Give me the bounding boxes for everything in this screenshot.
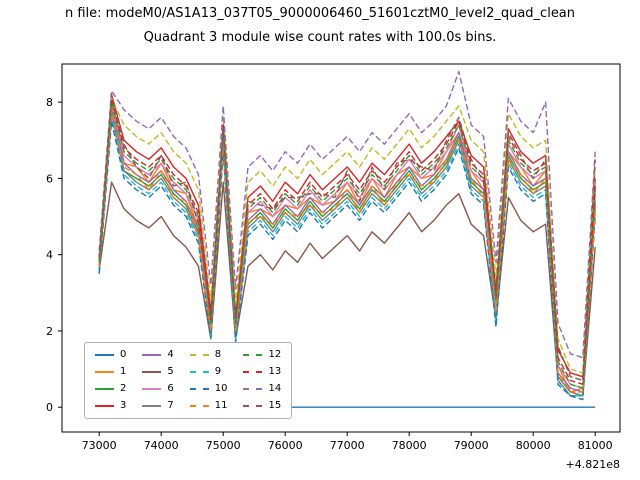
legend-item-3: 3 [95, 400, 126, 412]
legend-item-2: 2 [95, 383, 126, 395]
legend-line-sample [95, 371, 114, 373]
legend-item-7: 7 [142, 400, 174, 412]
legend-label: 12 [268, 349, 282, 360]
legend-item-6: 6 [142, 383, 174, 395]
series-line-14 [98, 70, 596, 359]
series-line-11 [98, 109, 596, 393]
series-line-5 [98, 181, 596, 397]
legend-label: 0 [120, 349, 127, 360]
legend-item-10: 10 [189, 383, 228, 395]
legend-line-sample [189, 371, 209, 373]
x-tick-label: 79000 [454, 439, 489, 452]
x-tick-label: 73000 [82, 439, 117, 452]
series-line-3 [98, 93, 596, 378]
legend-item-0: 0 [95, 349, 126, 361]
legend-item-4: 4 [142, 349, 174, 361]
x-tick-label: 81000 [578, 439, 613, 452]
axes-frame [61, 63, 621, 433]
legend-label: 1 [120, 366, 127, 377]
x-tick-label: 77000 [330, 439, 365, 452]
legend-line-sample [142, 405, 162, 407]
legend-item-12: 12 [243, 349, 281, 361]
legend-label: 10 [214, 383, 228, 394]
legend-label: 2 [120, 383, 127, 394]
legend-label: 14 [268, 383, 282, 394]
x-tick-label: 74000 [144, 439, 179, 452]
legend-label: 11 [214, 400, 228, 411]
legend-line-sample [243, 388, 263, 390]
series-line-2 [98, 109, 596, 397]
legend-line-sample [95, 405, 114, 407]
legend-label: 4 [167, 349, 174, 360]
legend-line-sample [189, 354, 209, 356]
legend-label: 13 [268, 366, 282, 377]
legend-item-13: 13 [243, 366, 281, 378]
x-tick-label: 78000 [392, 439, 427, 452]
series-line-12 [98, 101, 596, 389]
series-line-10 [98, 120, 596, 401]
series-line-7 [98, 112, 596, 397]
series-line-13 [98, 97, 596, 385]
legend-label: 8 [214, 349, 222, 360]
y-tick-label: 2 [46, 325, 53, 338]
legend-label: 7 [167, 400, 174, 411]
legend-item-5: 5 [142, 366, 174, 378]
legend-line-sample [142, 371, 162, 373]
y-tick-label: 0 [46, 401, 53, 414]
legend-label: 3 [120, 400, 127, 411]
legend-line-sample [243, 371, 263, 373]
legend-item-11: 11 [189, 400, 228, 412]
legend-line-sample [189, 405, 209, 407]
legend-label: 6 [167, 383, 174, 394]
x-tick-label: 80000 [516, 439, 551, 452]
x-axis-offset-label: +4.821e8 [566, 458, 620, 471]
legend-label: 9 [214, 366, 222, 377]
x-tick-label: 75000 [206, 439, 241, 452]
legend: 0 1 2 3 4 5 6 7 8 9 10 11 12 13 14 15 [84, 342, 293, 419]
figure-title-file: n file: modeM0/AS1A13_037T05_9000006460_… [64, 6, 576, 21]
legend-line-sample [95, 354, 114, 356]
legend-line-sample [189, 388, 209, 390]
legend-line-sample [142, 354, 162, 356]
y-tick-label: 4 [46, 249, 53, 262]
series-line-9 [98, 116, 596, 397]
y-tick-label: 6 [46, 172, 53, 185]
series-line-15 [98, 93, 596, 382]
legend-item-8: 8 [189, 349, 228, 361]
legend-item-15: 15 [243, 400, 281, 412]
chart-title: Quadrant 3 module wise count rates with … [143, 30, 497, 45]
legend-label: 15 [268, 400, 282, 411]
legend-item-14: 14 [243, 383, 281, 395]
legend-item-9: 9 [189, 366, 228, 378]
y-tick-label: 8 [46, 96, 53, 109]
x-tick-label: 76000 [268, 439, 303, 452]
legend-line-sample [243, 405, 263, 407]
legend-label: 5 [167, 366, 174, 377]
legend-item-1: 1 [95, 366, 126, 378]
series-line-6 [98, 101, 596, 389]
legend-line-sample [243, 354, 263, 356]
legend-line-sample [142, 388, 162, 390]
legend-line-sample [95, 388, 114, 390]
